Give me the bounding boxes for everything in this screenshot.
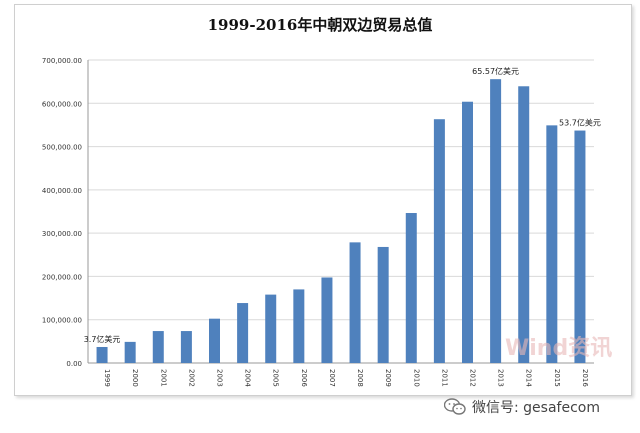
x-tick-label: 2004 (244, 369, 252, 387)
y-tick-label: 0.00 (66, 360, 82, 368)
bar-2008 (349, 242, 361, 363)
watermark: Wind资讯 (505, 336, 613, 361)
x-tick-label: 2006 (300, 369, 308, 387)
y-tick-label: 100,000.00 (42, 317, 82, 325)
x-tick-label: 2005 (272, 369, 280, 387)
bar-2003 (209, 318, 220, 363)
bar-2010 (405, 213, 417, 363)
bar-2000 (124, 341, 136, 363)
x-tick-label: 2011 (440, 369, 448, 387)
bar-2012 (462, 101, 473, 364)
y-tick-label: 300,000.00 (42, 230, 82, 238)
bar-2005 (265, 294, 277, 363)
x-tick-label: 2007 (328, 369, 336, 387)
y-tick-label: 200,000.00 (42, 273, 82, 281)
bar-2001 (152, 331, 164, 363)
bar-2011 (433, 119, 445, 363)
data-label: 3.7亿美元 (84, 334, 121, 344)
x-tick-label: 2002 (187, 369, 195, 387)
wechat-icon (444, 398, 466, 415)
x-tick-label: 2003 (216, 369, 224, 387)
y-tick-label: 600,000.00 (42, 100, 82, 108)
chart-title: 1999-2016年中朝双边贸易总值 (207, 16, 433, 34)
x-tick-label: 1999 (103, 369, 111, 387)
bar-2015 (546, 125, 558, 364)
x-tick-label: 2013 (497, 369, 505, 387)
x-tick-label: 2010 (412, 369, 420, 387)
bar-2007 (321, 277, 333, 363)
wechat-footer: 微信号: gesafecom (444, 395, 600, 419)
x-tick-label: 2015 (553, 369, 561, 387)
x-tick-label: 2009 (384, 369, 392, 387)
bar-2016 (574, 130, 586, 363)
x-tick-label: 2014 (525, 369, 533, 387)
data-label: 53.7亿美元 (559, 118, 601, 128)
x-tick-label: 2000 (131, 369, 139, 387)
bar-2006 (293, 289, 305, 363)
bar-2014 (518, 86, 530, 364)
y-tick-label: 500,000.00 (42, 144, 82, 152)
bar-1999 (96, 346, 108, 363)
y-tick-label: 700,000.00 (42, 57, 82, 65)
x-tick-label: 2001 (159, 369, 167, 387)
data-label: 65.57亿美元 (472, 66, 519, 76)
bar-2013 (490, 79, 502, 363)
x-tick-label: 2012 (469, 369, 477, 387)
bar-2002 (180, 331, 192, 363)
bar-2004 (237, 303, 249, 363)
x-tick-label: 2008 (356, 369, 364, 387)
wechat-label: 微信号: gesafecom (472, 400, 600, 416)
x-tick-label: 2016 (581, 369, 589, 387)
bar-2009 (377, 246, 389, 363)
y-tick-label: 400,000.00 (42, 187, 82, 195)
